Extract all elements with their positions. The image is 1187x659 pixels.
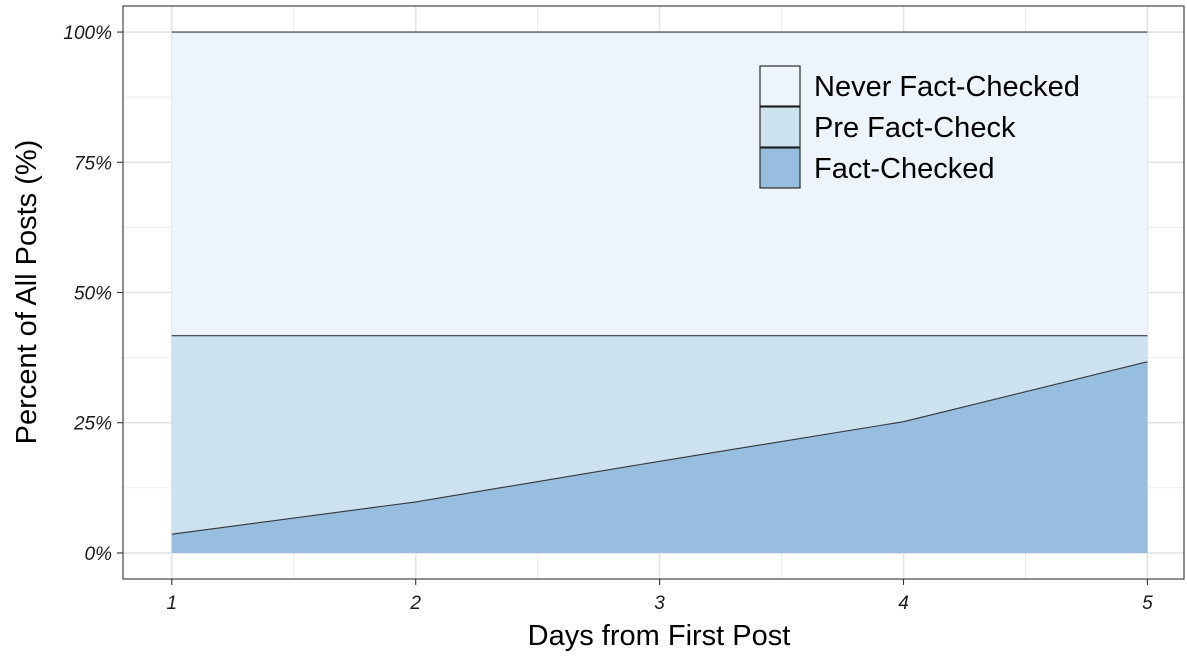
y-tick-label: 25% (73, 414, 112, 435)
axis-ticks: 1 2 3 4 50%25%50%75%100% (63, 23, 1153, 614)
x-tick-label: 1 (166, 593, 177, 614)
x-tick-label: 2 (409, 593, 421, 614)
y-tick-label: 50% (74, 284, 112, 305)
legend-key-pre-fact-check (759, 106, 801, 148)
legend: Never Fact-Checked Pre Fact-Check Fact-Che… (759, 65, 1080, 189)
legend-label-pre-fact-check: Pre Fact-Check (814, 112, 1016, 144)
area-fact-checked (171, 361, 1148, 553)
x-tick-label: 5 (1142, 593, 1153, 614)
x-axis-title: Days from First Post (528, 620, 791, 652)
legend-key-never-fact-checked (759, 65, 801, 107)
legend-label-never-fact-checked: Never Fact-Checked (814, 71, 1080, 103)
area-never-fact-checked (171, 32, 1148, 336)
y-axis-title: Percent of All Posts (%) (11, 140, 43, 445)
x-tick-label: 3 (654, 593, 665, 614)
area-pre-fact-check (171, 335, 1148, 535)
legend-label-fact-checked: Fact-Checked (814, 153, 995, 185)
y-tick-label: 0% (85, 544, 113, 565)
legend-key-fact-checked (759, 147, 801, 189)
outline-fact-checked (171, 361, 1148, 535)
y-tick-label: 75% (74, 153, 112, 174)
areas (171, 32, 1148, 553)
x-tick-label: 4 (898, 593, 909, 614)
y-tick-label: 100% (63, 23, 112, 44)
area-outlines (171, 31, 1148, 535)
